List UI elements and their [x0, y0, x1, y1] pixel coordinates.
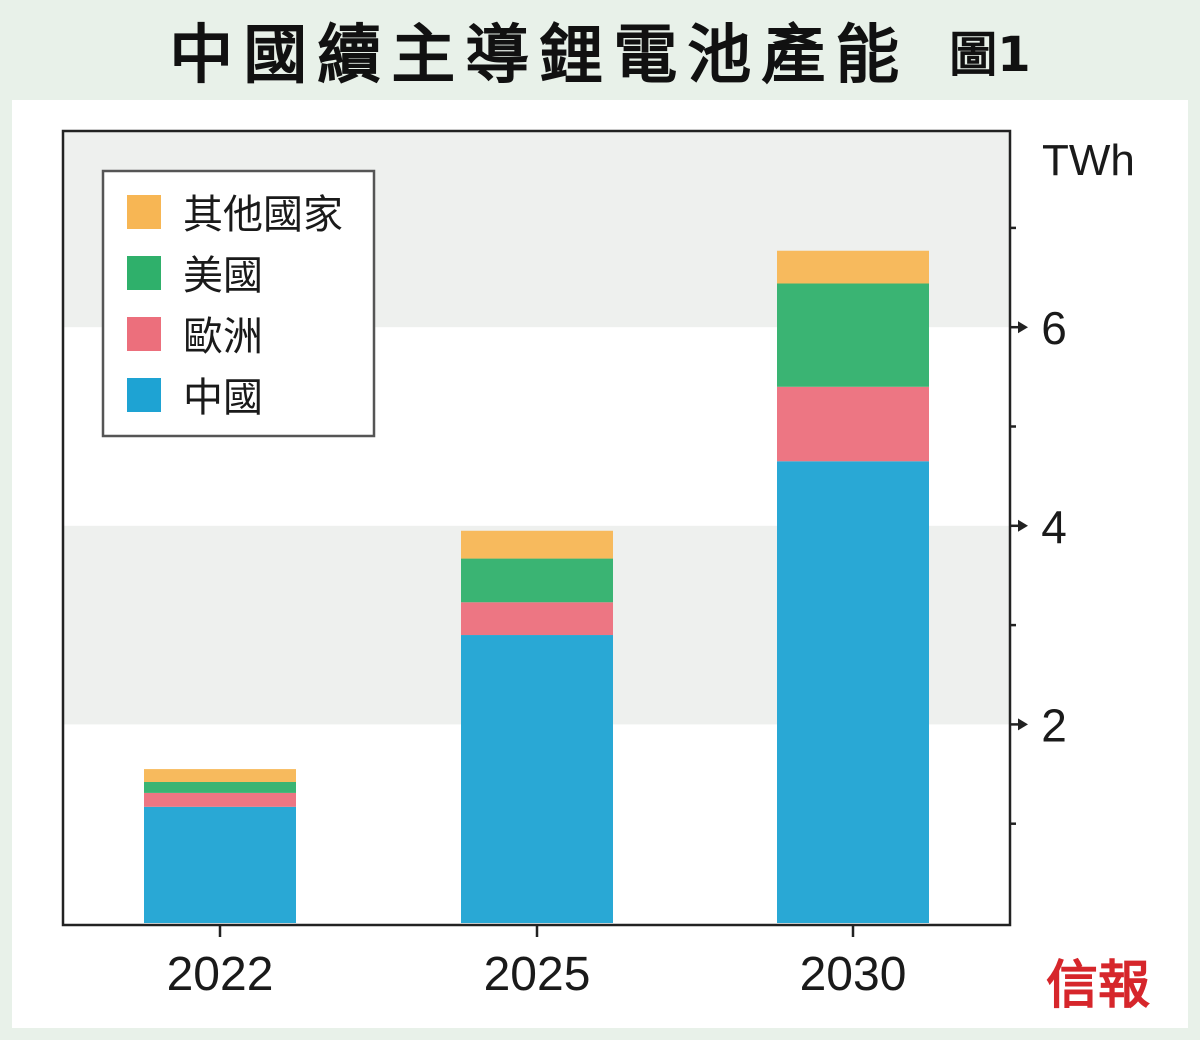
bar-segment — [144, 792, 296, 807]
y-tick-label: 2 — [1041, 699, 1067, 751]
x-tick-label: 2030 — [800, 948, 907, 1001]
bar-segment — [777, 283, 929, 387]
bar-segment — [461, 602, 613, 636]
y-tick-label: 4 — [1041, 501, 1067, 553]
bar-segment — [777, 250, 929, 284]
y-tick-arrow — [1018, 519, 1028, 532]
x-tick-label: 2022 — [167, 948, 274, 1001]
bar-segment — [777, 461, 929, 923]
y-axis: 2 4 6 TWh — [1010, 136, 1135, 825]
y-tick-arrow — [1018, 718, 1028, 731]
bar-segment — [144, 781, 296, 793]
bar-segment — [144, 769, 296, 782]
chart-header: 中國續主導鋰電池產能 圖1 — [0, 0, 1200, 100]
legend-label: 歐洲 — [183, 314, 263, 360]
x-tick-label: 2025 — [484, 948, 591, 1001]
bars — [144, 250, 929, 923]
legend-label: 中國 — [183, 375, 263, 421]
bar-segment — [144, 806, 296, 923]
bar-segment — [461, 530, 613, 559]
bar-segment — [461, 558, 613, 603]
legend-swatch — [127, 317, 161, 351]
y-tick-label: 6 — [1041, 302, 1067, 354]
legend-swatch — [127, 195, 161, 229]
x-axis: 2022 2025 2030 — [167, 925, 907, 1001]
brand-logo: 信報 — [1046, 955, 1150, 1016]
legend-swatch — [127, 256, 161, 290]
chart-title: 中國續主導鋰電池產能 — [169, 19, 910, 93]
y-axis-unit: TWh — [1042, 136, 1135, 185]
legend-swatch — [127, 378, 161, 412]
bar-segment — [777, 386, 929, 462]
y-tick-arrow — [1018, 321, 1028, 334]
legend-label: 其他國家 — [183, 192, 343, 238]
bar-segment — [461, 635, 613, 923]
figure-label: 圖1 — [949, 27, 1031, 83]
legend-label: 美國 — [183, 253, 263, 299]
